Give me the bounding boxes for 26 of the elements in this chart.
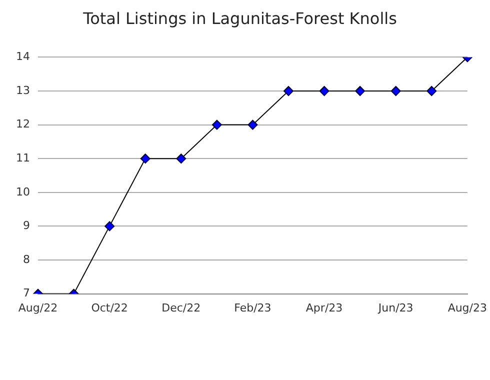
point [104,221,115,232]
y-tick-label: 9 [22,219,30,232]
y-tick-label: 10 [16,185,30,198]
x-tick-label: Feb/23 [234,301,272,314]
point [212,120,222,130]
y-tick-label: 14 [16,50,30,64]
point [390,86,401,96]
y-tick-label: 13 [16,84,30,97]
x-tick-label: Dec/22 [162,301,201,314]
y-tick-label: 8 [22,252,30,266]
point [140,154,150,164]
x-tick-label: Aug/22 [18,301,58,314]
point [319,86,330,96]
y-tick-label: 7 [22,286,30,300]
point [248,120,258,130]
chart-title: Total Listings in Lagunitas-Forest Knolls [82,8,397,28]
y-tick-label: 11 [16,151,30,164]
x-tick-label: Aug/23 [448,301,488,314]
point [355,86,366,96]
x-tick-label: Oct/22 [91,301,128,314]
point [176,154,186,164]
x-tick-label: Jun/23 [377,301,414,314]
point [283,86,294,96]
y-tick-label: 12 [16,118,30,131]
x-tick-label: Apr/23 [306,301,343,314]
point [426,86,437,96]
